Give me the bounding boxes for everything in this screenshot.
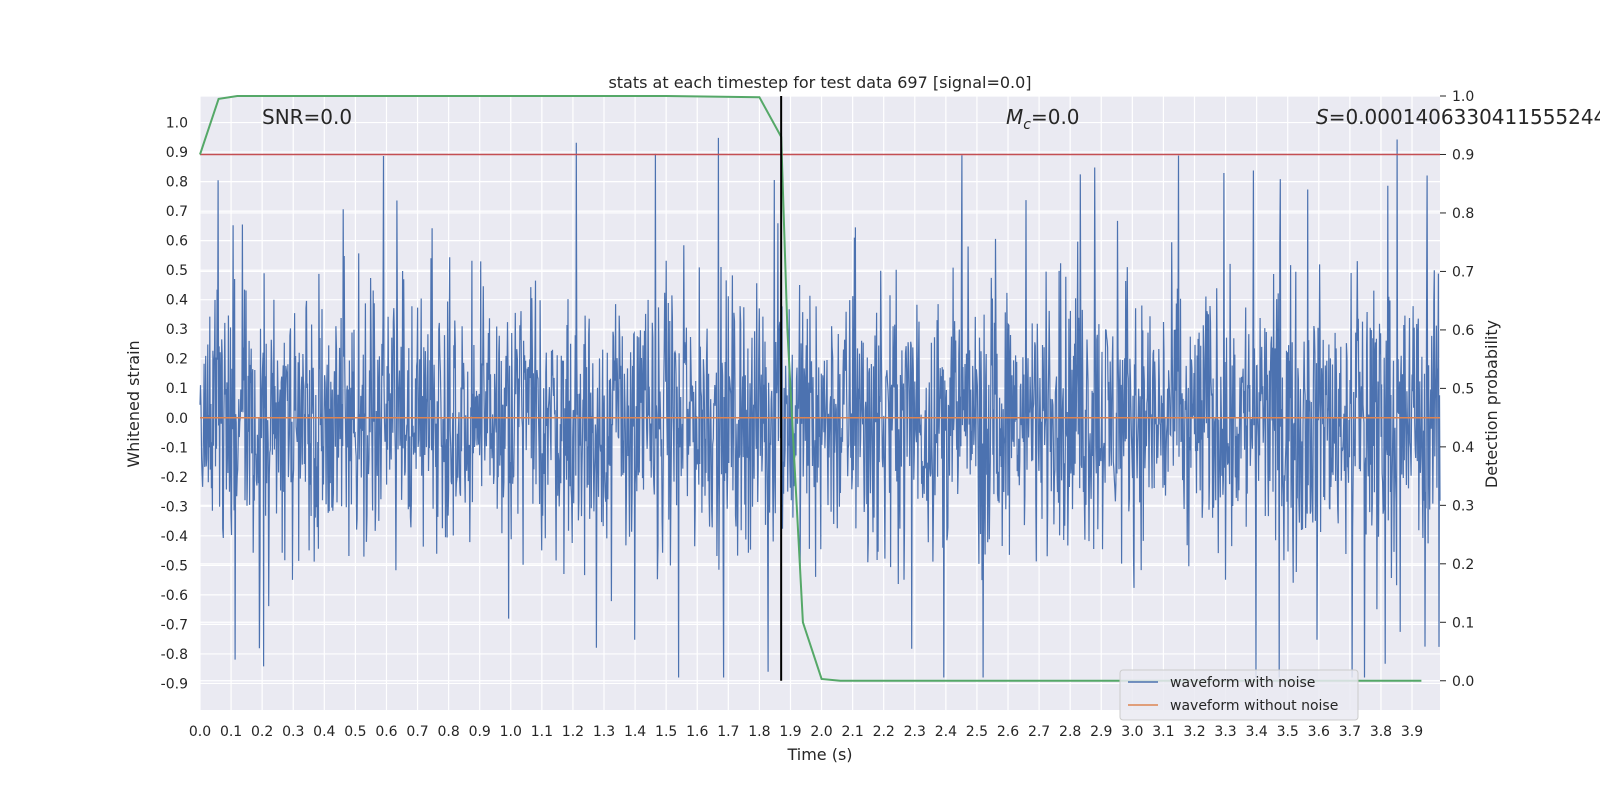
x-tick-label: 0.0 [189,724,211,740]
series-waveform-with-noise [199,137,1441,678]
y-tick-label: 1.0 [166,116,188,132]
y-tick-label: 0.9 [166,145,188,161]
x-tick-label: 2.7 [1028,724,1050,740]
legend-box [1119,669,1359,721]
x-tick-label: 1.0 [500,724,522,740]
x-tick-label: 2.0 [810,724,832,740]
y-tick-label: -0.7 [161,617,188,633]
x-tick-label: 0.3 [282,724,304,740]
x-tick-label: 1.7 [717,724,739,740]
x-tick-label: 2.1 [841,724,863,740]
x-tick-label: 3.9 [1401,724,1423,740]
y-tick-label: -0.5 [161,558,188,574]
annotation-mc: Mc=0.0 [1006,105,1080,133]
y2-tick-label: 0.2 [1452,557,1474,573]
x-tick-label: 0.5 [344,724,366,740]
y-tick-label: -0.4 [161,529,188,545]
y-tick-label: 0.6 [166,234,188,250]
y-tick-label: 0.3 [166,322,188,338]
x-tick-label: 0.1 [220,724,242,740]
y-tick-label: -0.8 [161,647,188,663]
x-tick-label: 3.5 [1277,724,1299,740]
legend-label-clean: waveform without noise [1170,698,1338,714]
y2-tick-label: 0.8 [1452,206,1474,222]
x-tick-label: 0.4 [313,724,335,740]
x-tick-label: 1.5 [655,724,677,740]
x-tick-label: 3.0 [1121,724,1143,740]
x-axis-label: Time (s) [786,745,852,764]
y2-tick-label: 0.3 [1452,498,1474,514]
x-tick-label: 3.3 [1214,724,1236,740]
y2-tick-label: 0.1 [1452,615,1474,631]
x-tick-label: 3.4 [1246,724,1268,740]
x-tick-label: 0.8 [437,724,459,740]
x-tick-label: 3.7 [1339,724,1361,740]
y-axis-label: Whitened strain [124,340,143,467]
x-tick-label: 2.9 [1090,724,1112,740]
y2-tick-label: 0.4 [1452,440,1474,456]
x-tick-label: 1.9 [779,724,801,740]
x-tick-label: 0.6 [375,724,397,740]
chart-title: stats at each timestep for test data 697… [608,73,1031,92]
y-tick-label: 0.8 [166,175,188,191]
x-tick-label: 2.4 [935,724,957,740]
x-tick-label: 1.6 [686,724,708,740]
y-tick-label: 0.2 [166,352,188,368]
x-tick-label: 3.2 [1183,724,1205,740]
x-tick-label: 1.1 [531,724,553,740]
x-tick-label: 2.6 [997,724,1019,740]
y2-tick-label: 0.6 [1452,323,1474,339]
y-tick-label: 0.0 [166,411,188,427]
x-tick-label: 1.8 [748,724,770,740]
grid-lines-x [199,96,1413,710]
y-tick-label: -0.2 [161,470,188,486]
y-tick-label: 0.7 [166,204,188,220]
legend: waveform with noise waveform without noi… [1119,669,1359,721]
legend-label-noise: waveform with noise [1170,675,1315,691]
x-tick-label: 2.5 [966,724,988,740]
x-tick-label: 0.2 [251,724,273,740]
x-tick-label: 1.2 [562,724,584,740]
annotation-s: S=0.00014063304115552444 [1316,105,1600,129]
x-tick-label: 3.1 [1152,724,1174,740]
annotation-snr: SNR=0.0 [262,105,352,129]
y2-axis-label: Detection probability [1482,320,1501,488]
y2-tick-label: 1.0 [1452,89,1474,105]
y-tick-label: -0.3 [161,499,188,515]
y2-tick-label: 0.7 [1452,264,1474,280]
plot-area [199,95,1441,682]
y2-tick-label: 0.0 [1452,674,1474,690]
x-tick-label: 1.3 [593,724,615,740]
y-tick-label: -0.9 [161,676,188,692]
y-tick-label: 0.5 [166,263,188,279]
y2-tick-label: 0.5 [1452,381,1474,397]
x-tick-label: 0.7 [406,724,428,740]
y-tick-label: 0.1 [166,381,188,397]
x-tick-label: 2.2 [873,724,895,740]
y-tick-labels: 1.0 0.9 0.8 0.7 0.6 0.5 0.4 0.3 0.2 0.1 0.0 -0.1 -0.… [161,116,188,693]
y2-tick-labels: 1.0 0.9 0.8 0.7 0.6 0.5 0.4 0.3 0.2 0.1 0.0 [1440,89,1474,690]
x-tick-label: 2.8 [1059,724,1081,740]
y-tick-label: -0.1 [161,440,188,456]
x-tick-label: 2.3 [904,724,926,740]
x-tick-label: 3.8 [1370,724,1392,740]
y-tick-label: 0.4 [166,293,188,309]
x-tick-label: 1.4 [624,724,646,740]
x-tick-labels: 0.0 0.1 0.2 0.3 0.4 0.5 0.6 0.7 0.8 0.9 1.0 1.1 1.2 1… [189,724,1423,740]
y2-tick-label: 0.9 [1452,147,1474,163]
x-tick-label: 3.6 [1308,724,1330,740]
x-tick-label: 0.9 [469,724,491,740]
y-tick-label: -0.6 [161,588,188,604]
